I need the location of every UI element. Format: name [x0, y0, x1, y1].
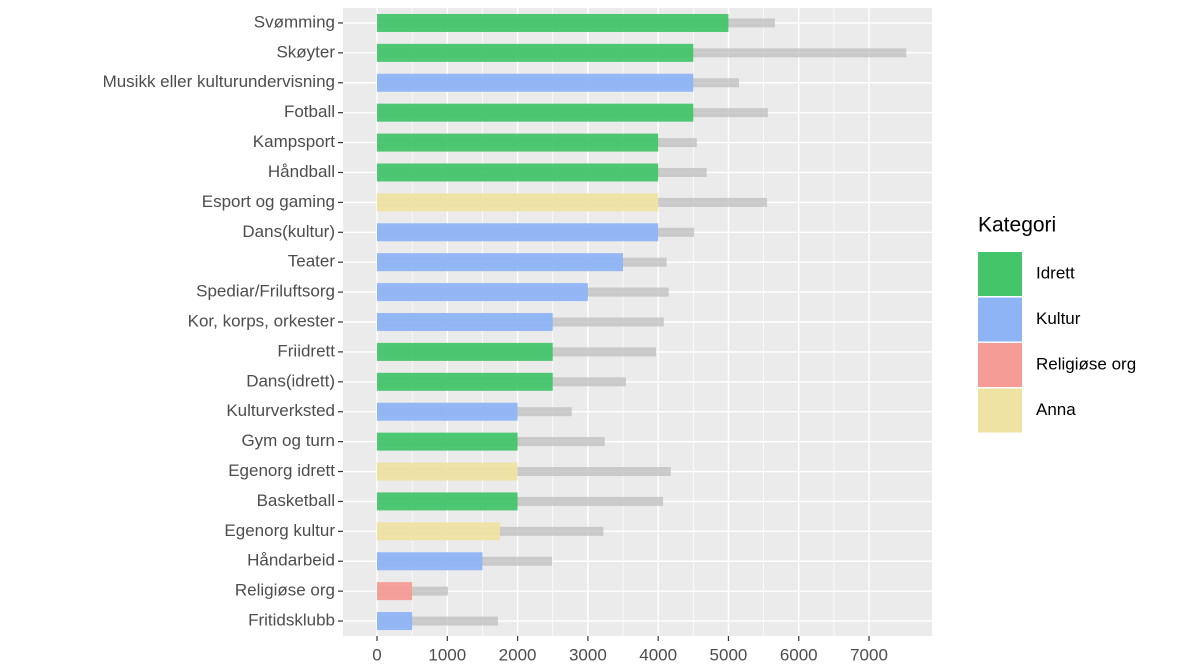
y-tick-label: Kampsport: [253, 132, 335, 151]
legend-key: [978, 297, 1022, 342]
legend-title: Kategori: [978, 214, 1056, 237]
reference-bar: [377, 467, 671, 477]
y-tick-label: Dans(idrett): [246, 371, 335, 390]
x-tick-label: 3000: [569, 645, 607, 664]
bar: [377, 612, 413, 631]
bar: [377, 522, 501, 541]
y-tick-label: Svømming: [254, 12, 335, 31]
bar: [377, 43, 694, 62]
y-tick-label: Skøyter: [276, 42, 335, 61]
legend-label: Anna: [1036, 400, 1076, 419]
y-tick-label: Religiøse org: [235, 581, 335, 600]
y-tick-label: Fritidsklubb: [248, 611, 335, 630]
legend-label: Kultur: [1036, 309, 1081, 328]
x-tick-label: 4000: [639, 645, 677, 664]
legend-label: Idrett: [1036, 263, 1075, 282]
y-tick-label: Esport og gaming: [202, 192, 335, 211]
bar: [377, 342, 553, 361]
bar: [377, 133, 659, 152]
reference-bar: [377, 496, 664, 506]
bar: [377, 73, 694, 92]
y-tick-label: Egenorg kultur: [224, 521, 335, 540]
legend-key: [978, 343, 1022, 387]
y-tick-label: Gym og turn: [241, 431, 335, 450]
x-tick-label: 7000: [850, 645, 888, 664]
y-tick-label: Friidrett: [277, 341, 335, 360]
y-tick-label: Dans(kultur): [242, 222, 335, 241]
reference-bar: [377, 586, 449, 596]
x-tick-label: 2000: [499, 645, 537, 664]
y-tick-label: Håndball: [268, 162, 335, 181]
bar: [377, 462, 518, 481]
bar: [377, 582, 413, 601]
bar: [377, 103, 694, 122]
bar: [377, 13, 729, 32]
x-tick-label: 1000: [428, 645, 466, 664]
bar: [377, 372, 553, 391]
y-tick-label: Kor, korps, orkester: [188, 311, 336, 330]
y-tick-label: Kulturverksted: [226, 401, 335, 420]
legend-key: [978, 388, 1022, 433]
y-tick-label: Fotball: [284, 102, 335, 121]
y-tick-label: Spediar/Friluftsorg: [196, 282, 335, 301]
y-tick-label: Teater: [288, 252, 336, 271]
reference-bar: [377, 616, 498, 626]
bar: [377, 492, 518, 511]
bar: [377, 223, 659, 242]
y-tick-label: Musikk eller kulturundervisning: [103, 72, 335, 91]
bar: [377, 283, 588, 302]
legend-label: Religiøse org: [1036, 354, 1136, 373]
x-tick-label: 0: [372, 645, 381, 664]
bar: [377, 402, 518, 421]
y-tick-label: Håndarbeid: [247, 551, 335, 570]
bar: [377, 432, 518, 451]
x-tick-label: 6000: [780, 645, 818, 664]
y-tick-label: Egenorg idrett: [228, 461, 335, 480]
x-tick-label: 5000: [710, 645, 748, 664]
bar: [377, 163, 659, 182]
bar: [377, 253, 624, 272]
legend-key: [978, 252, 1022, 296]
y-tick-label: Basketball: [257, 491, 335, 510]
bar: [377, 313, 553, 331]
bar: [377, 552, 483, 571]
bar: [377, 193, 659, 212]
